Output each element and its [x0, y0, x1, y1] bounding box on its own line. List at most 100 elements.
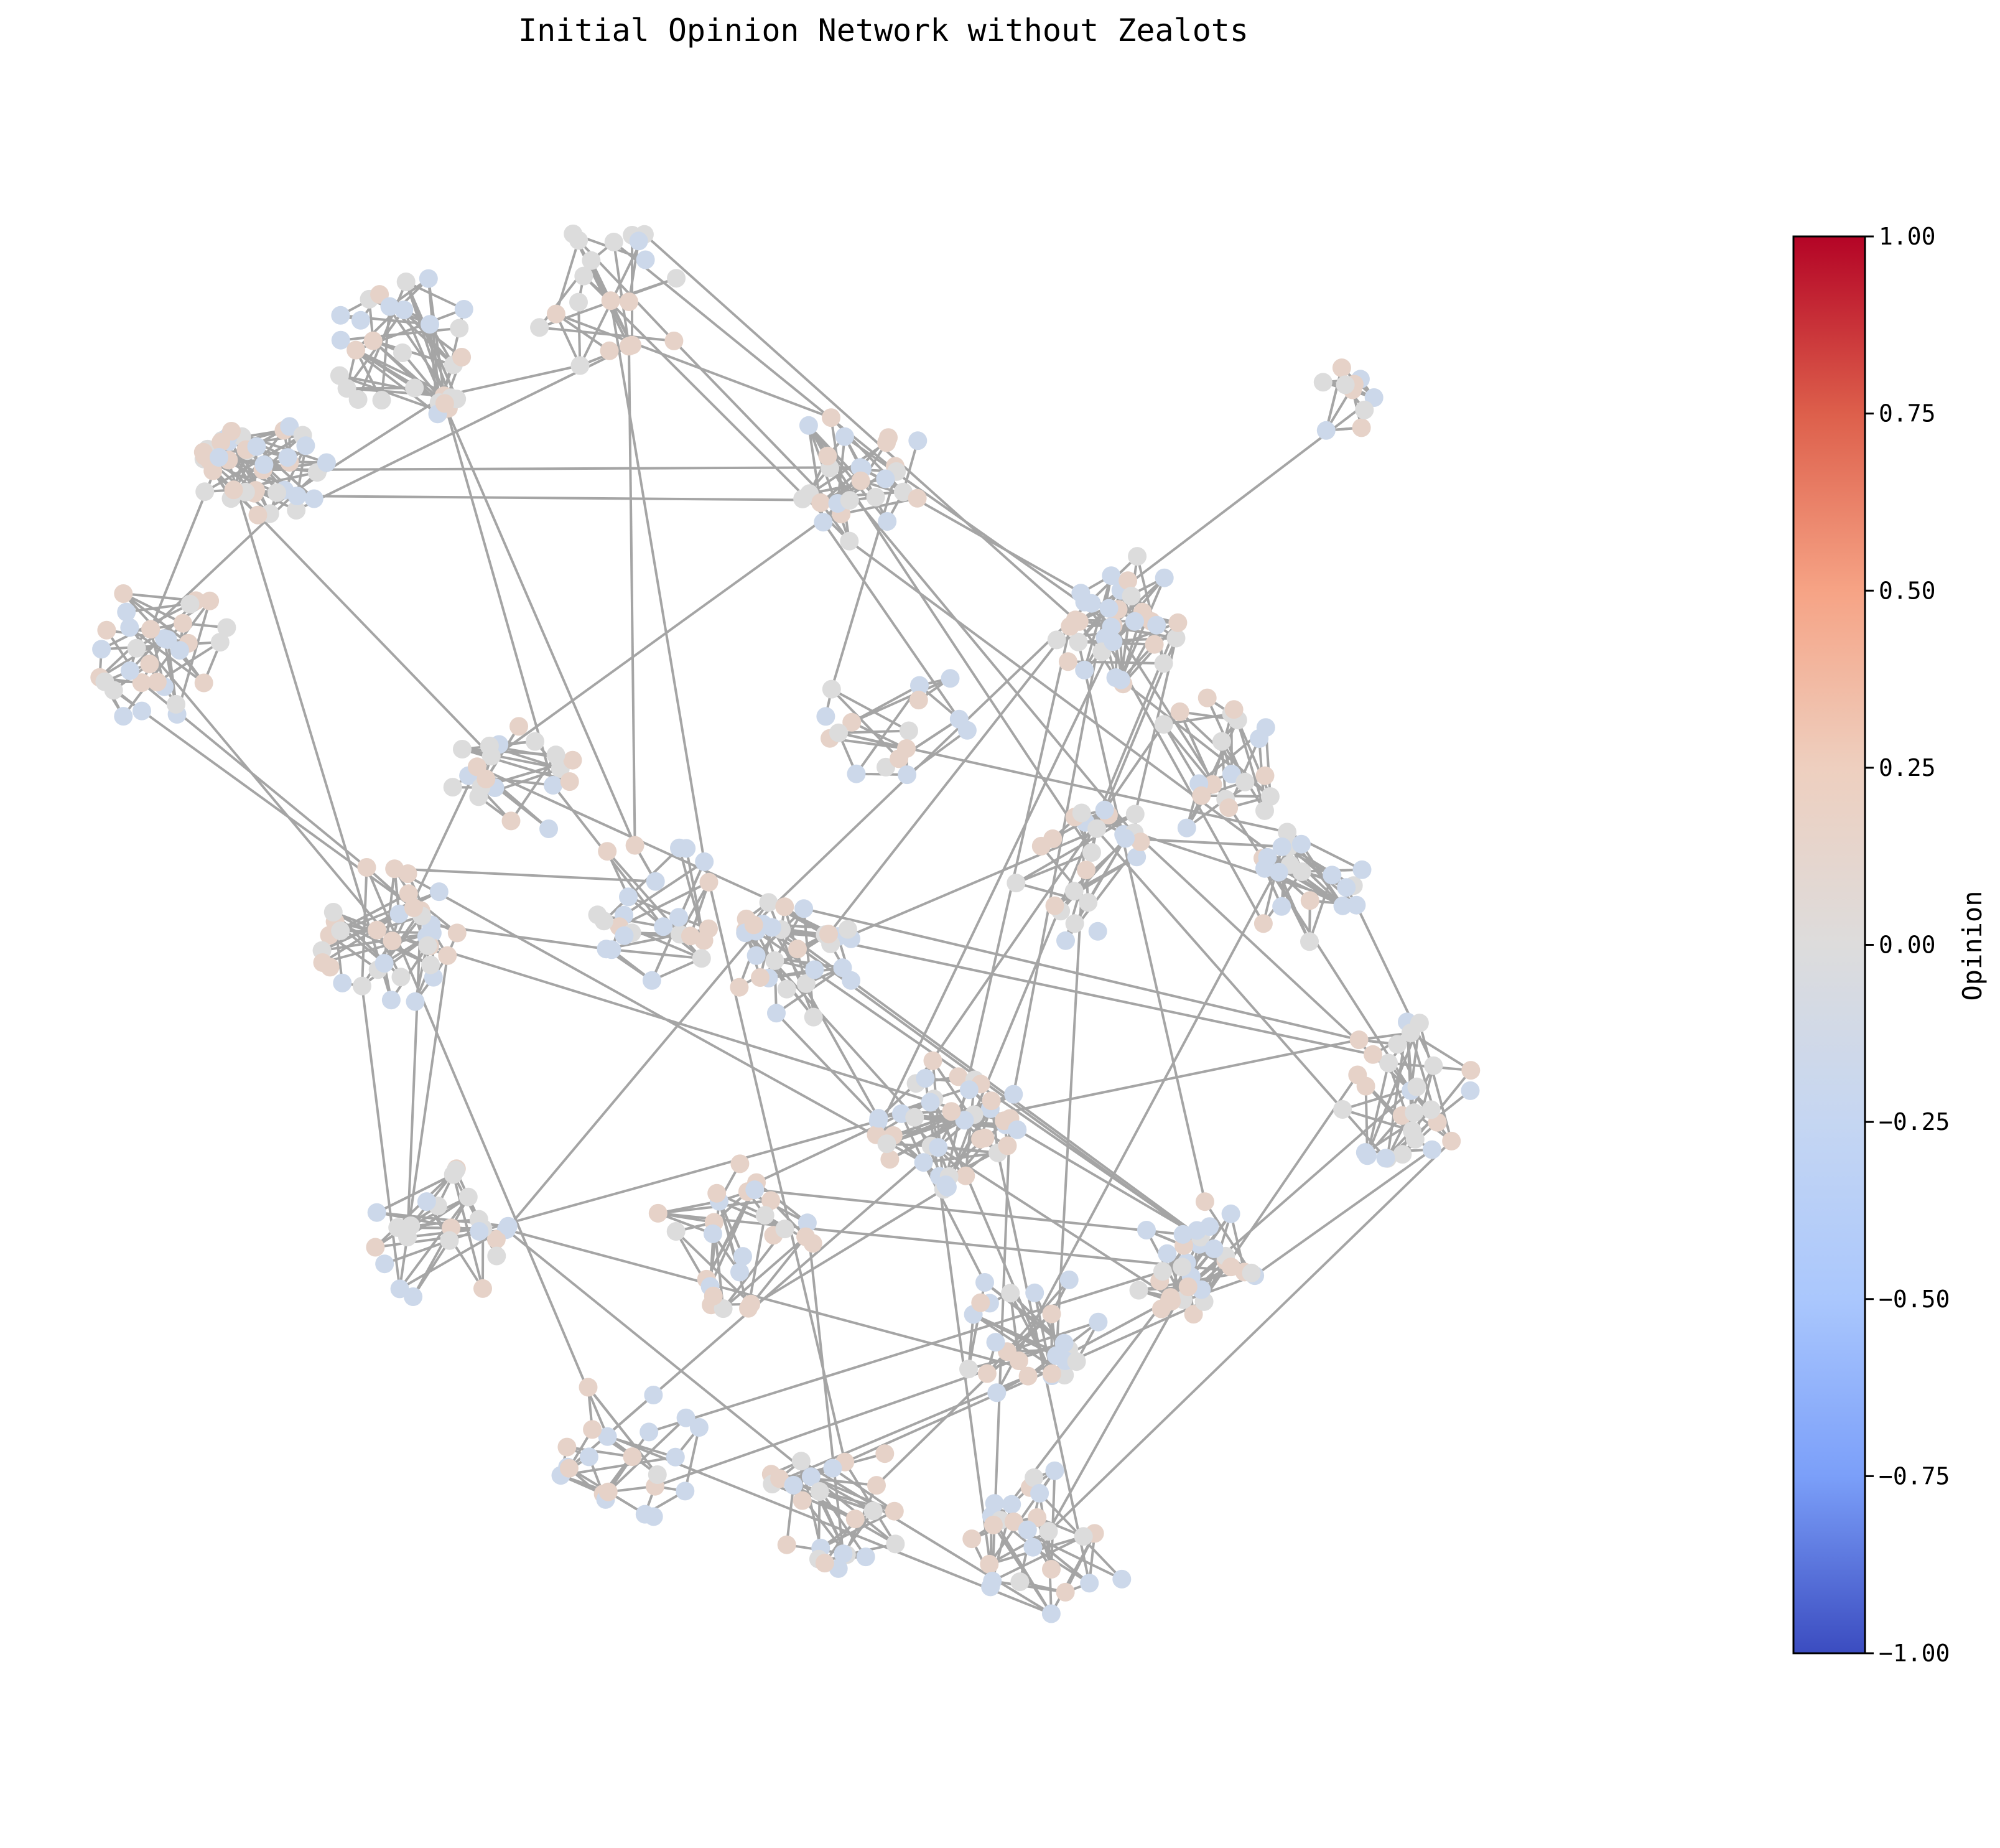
network-node: [1119, 571, 1138, 590]
network-node: [1045, 1461, 1064, 1480]
network-node: [648, 1203, 667, 1223]
network-edge: [1032, 1140, 1453, 1549]
network-edge: [406, 910, 422, 1238]
network-node: [530, 318, 549, 337]
network-node: [982, 1091, 1001, 1111]
network-node: [498, 1216, 518, 1236]
network-node: [1137, 1221, 1156, 1239]
colorbar-tick-label: −0.25: [1879, 1108, 1950, 1136]
network-node: [1072, 803, 1091, 823]
network-edge: [830, 813, 1136, 945]
network-edge: [658, 1212, 714, 1235]
network-edge: [606, 948, 702, 960]
network-node: [97, 620, 116, 640]
network-node: [899, 721, 918, 740]
network-edge: [705, 1189, 756, 1280]
network-node: [120, 618, 139, 637]
network-node: [1442, 1131, 1461, 1150]
network-node: [1461, 1081, 1480, 1100]
network-node: [170, 641, 189, 660]
network-node: [480, 736, 499, 755]
network-node: [1349, 1030, 1369, 1050]
network-node: [695, 852, 714, 871]
network-edge: [339, 374, 441, 413]
network-node: [1253, 914, 1273, 933]
network-edge: [427, 944, 975, 1116]
network-node: [563, 750, 582, 770]
network-node: [886, 1534, 905, 1554]
network-nodes: [90, 224, 1481, 1623]
network-node: [1221, 1258, 1240, 1277]
network-node: [470, 1222, 489, 1241]
network-node: [1195, 1192, 1214, 1211]
network-node: [158, 630, 177, 649]
network-node: [200, 591, 220, 610]
network-edge: [800, 1460, 1052, 1615]
network-node: [546, 304, 565, 324]
network-node: [429, 882, 449, 902]
network-edge: [128, 627, 394, 942]
network-edge: [875, 1313, 1053, 1486]
network-node: [1002, 1495, 1021, 1514]
network-node: [1173, 1258, 1192, 1277]
network-node: [1075, 660, 1094, 679]
network-edge: [827, 625, 1071, 935]
network-node: [1168, 613, 1188, 632]
network-node: [421, 315, 439, 334]
colorbar-ticks: 1.00 0.75 0.50 0.25 0.00 −0.25 −0.50 −0.75 −1.00: [1865, 223, 1950, 1667]
network-node: [910, 676, 929, 695]
network-edge: [618, 881, 710, 928]
network-node: [834, 1544, 853, 1564]
network-node: [1242, 1263, 1261, 1282]
network-edge: [822, 521, 960, 720]
network-edge: [347, 386, 415, 390]
network-node: [1407, 1077, 1426, 1096]
network-node: [598, 842, 617, 861]
network-node: [689, 1418, 709, 1437]
network-edge: [555, 313, 582, 366]
network-edge: [412, 1196, 470, 1297]
network-node: [646, 872, 665, 891]
network-edge: [924, 1078, 994, 1582]
network-node: [851, 471, 870, 490]
network-node: [1004, 1512, 1023, 1531]
network-edge: [297, 495, 850, 502]
network-node: [1347, 895, 1366, 915]
network-node: [814, 513, 833, 532]
network-node: [1173, 1225, 1193, 1244]
colorbar-tick-label: −0.75: [1879, 1462, 1950, 1490]
network-node: [333, 973, 352, 992]
network-node: [398, 1228, 417, 1247]
network-node: [730, 1154, 750, 1174]
network-node: [956, 1166, 975, 1185]
network-node: [985, 1494, 1004, 1513]
network-node: [447, 923, 467, 943]
network-node: [296, 436, 315, 455]
network-node: [1045, 896, 1064, 915]
network-node: [1007, 874, 1026, 893]
network-node: [1079, 893, 1098, 912]
network-node: [777, 979, 796, 999]
network-edge: [398, 1196, 470, 1290]
network-node: [353, 976, 371, 996]
network-edge: [703, 861, 847, 1463]
network-edge: [556, 312, 832, 419]
network-node: [446, 1160, 465, 1180]
network-node: [818, 446, 837, 465]
network-node: [247, 437, 266, 456]
network-node: [1099, 599, 1119, 618]
network-node: [546, 745, 565, 765]
network-edge: [1192, 1074, 1359, 1315]
network-node: [167, 694, 185, 714]
network-node: [367, 1203, 386, 1222]
network-edge: [394, 867, 656, 883]
network-node: [574, 266, 593, 286]
network-node: [755, 1206, 774, 1225]
network-node: [905, 1108, 924, 1127]
network-edge: [322, 931, 433, 952]
network-edge: [747, 1215, 766, 1309]
network-node: [1122, 587, 1141, 605]
network-node: [987, 1383, 1007, 1402]
network-node: [923, 1051, 942, 1070]
network-node: [805, 960, 824, 979]
